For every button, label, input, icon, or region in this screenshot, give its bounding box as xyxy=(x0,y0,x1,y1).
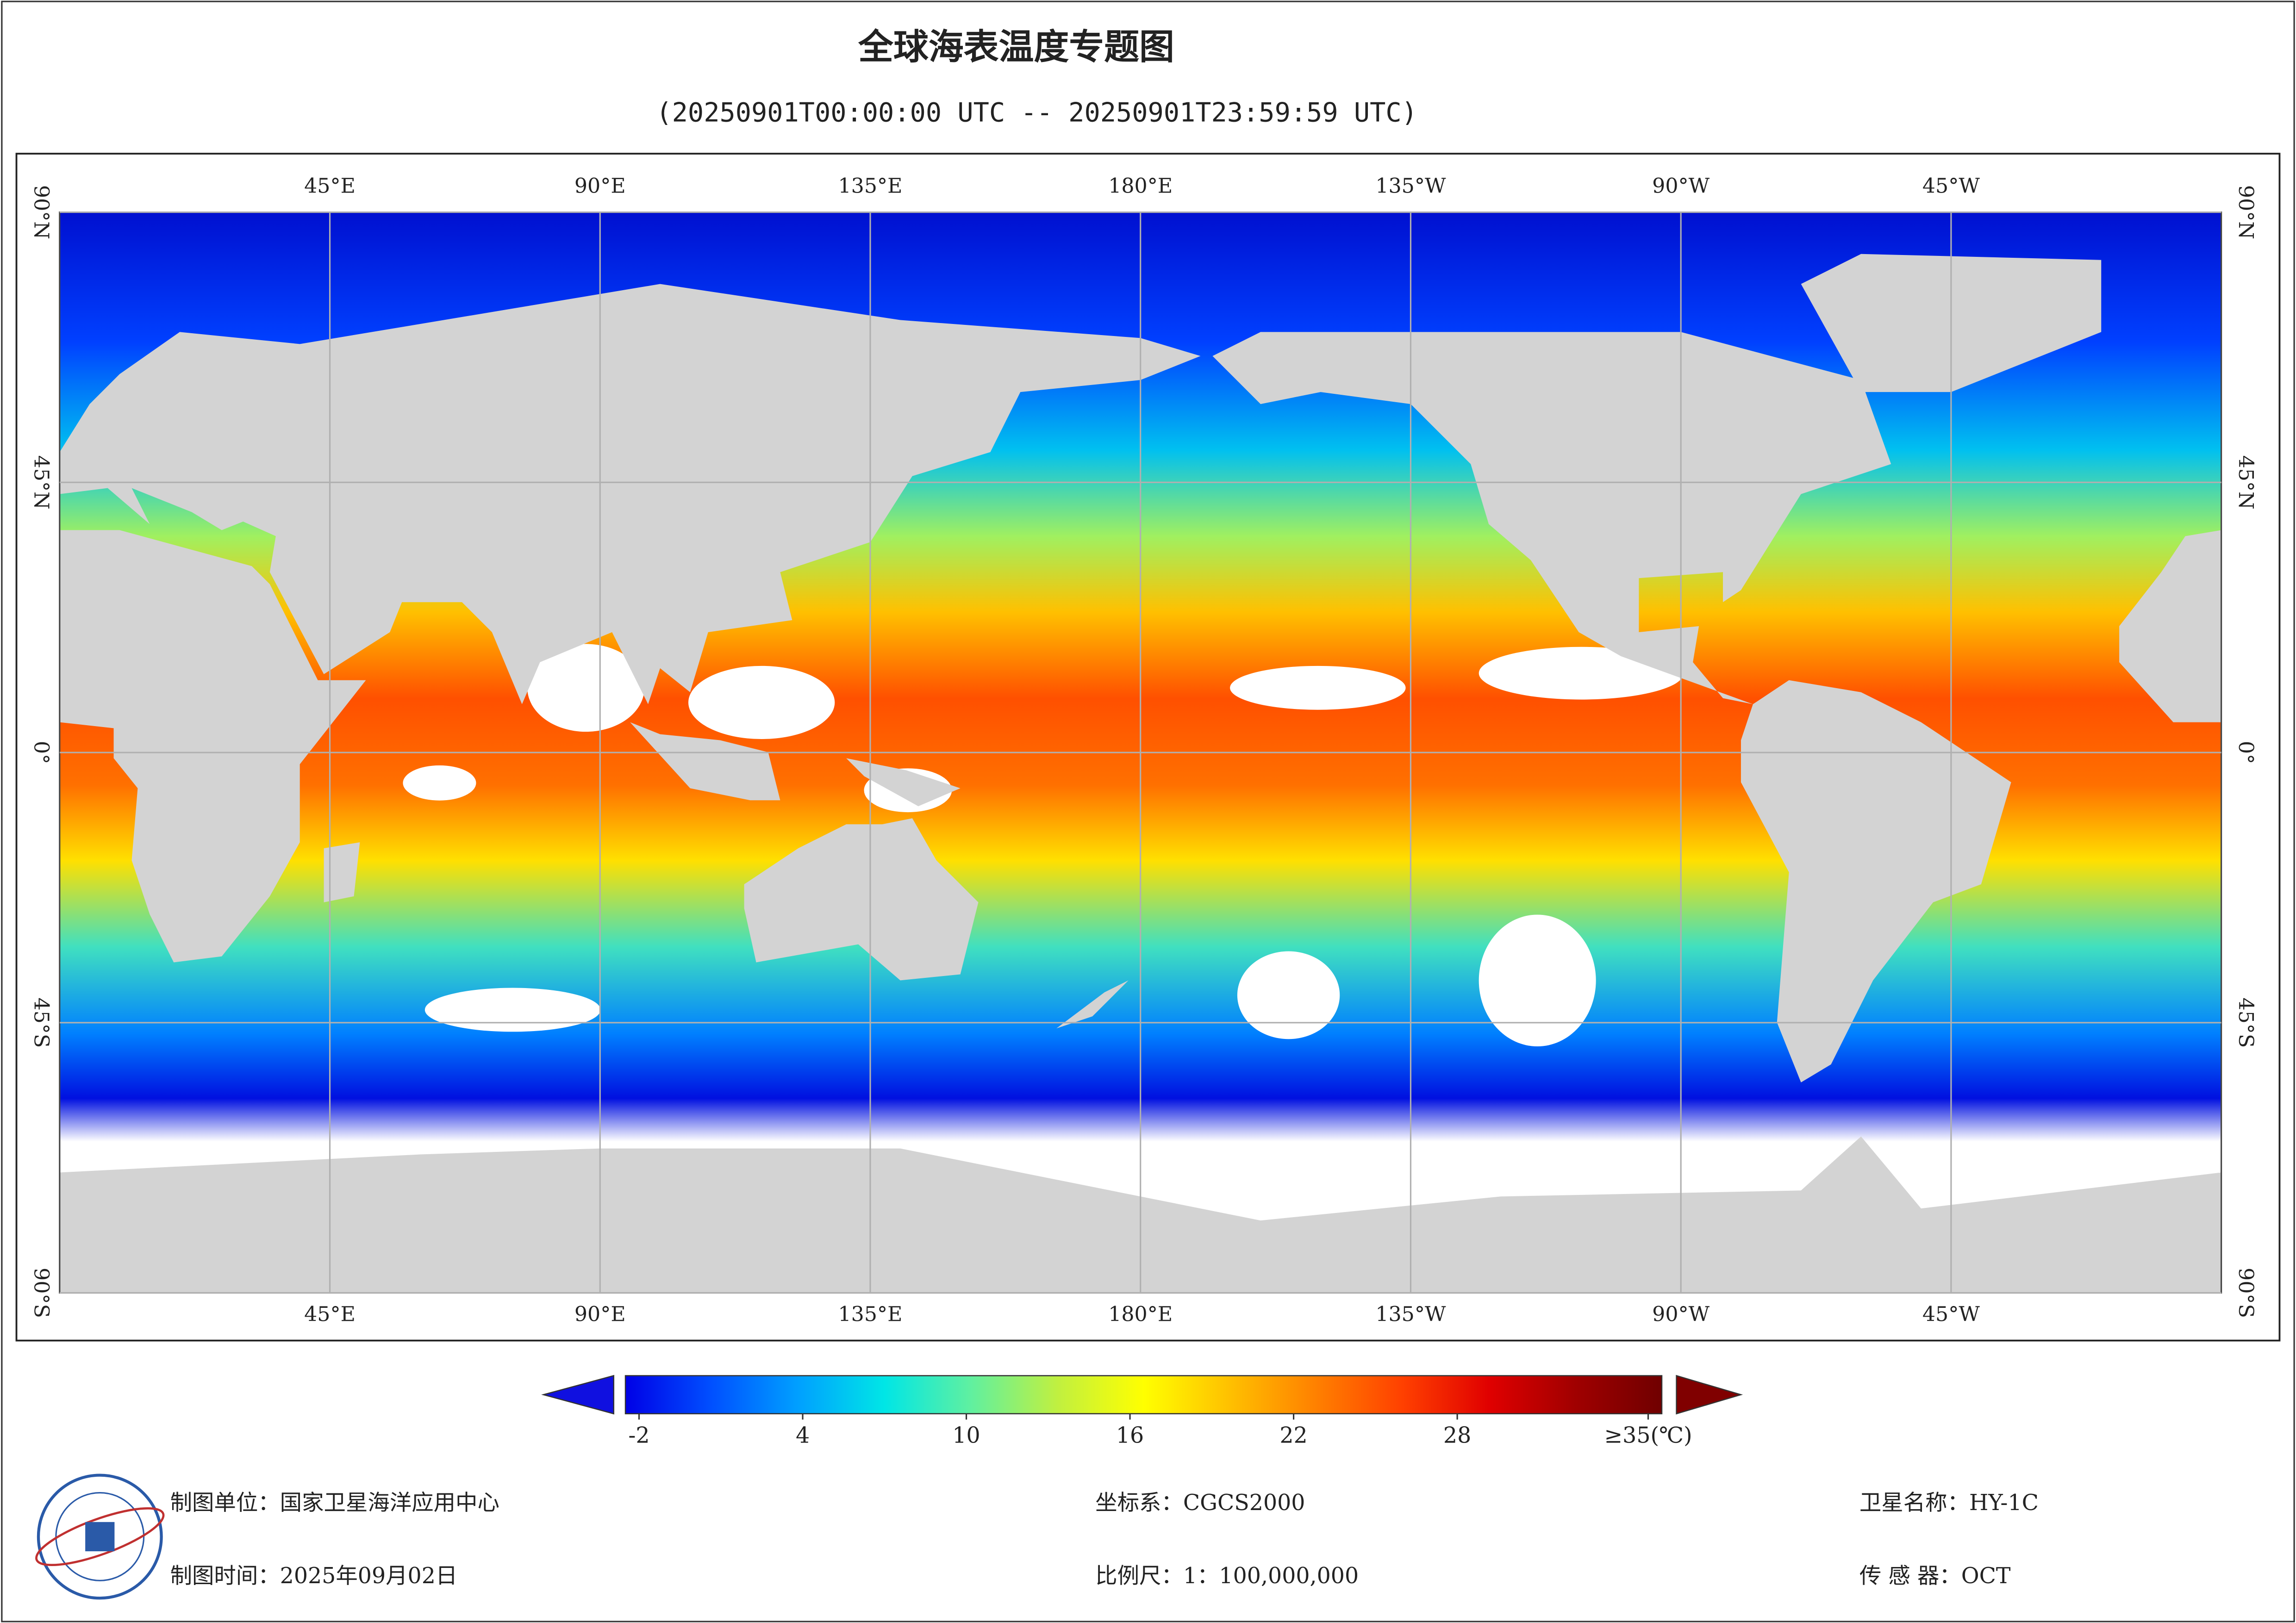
footer-scale: 比例尺：1：100,000,000 xyxy=(1095,1563,1359,1589)
lat-label-left: 45°S xyxy=(30,997,53,1048)
title: 全球海表温度专题图 xyxy=(858,26,1174,68)
lon-label-top: 135°E xyxy=(838,174,903,198)
footer-sensor: 传 感 器：OCT xyxy=(1859,1563,2011,1589)
map-frame xyxy=(15,153,2281,1342)
colorbar-under xyxy=(541,1374,615,1415)
lat-label-left: 45°N xyxy=(30,455,53,510)
lon-label-bottom: 135°E xyxy=(838,1302,903,1326)
subtitle: (20250901T00:00:00 UTC -- 20250901T23:59… xyxy=(656,97,1417,128)
lon-label-top: 45°W xyxy=(1922,174,1980,198)
colorbar-label: 4 xyxy=(796,1423,810,1448)
colorbar-over xyxy=(1676,1374,1743,1415)
colorbar-label: -2 xyxy=(628,1423,649,1448)
colorbar xyxy=(624,1375,1663,1415)
footer-unit: 制图单位：国家卫星海洋应用中心 xyxy=(170,1490,499,1516)
land xyxy=(59,254,2221,1293)
lat-label-left: 90°N xyxy=(30,185,53,239)
lon-label-top: 90°W xyxy=(1652,174,1710,198)
colorbar-label: ≥35(℃) xyxy=(1604,1423,1692,1448)
lon-label-top: 180°E xyxy=(1108,174,1173,198)
lat-label-right: 45°N xyxy=(2234,455,2258,510)
colorbar-label: 16 xyxy=(1116,1423,1144,1448)
lat-label-left: 0° xyxy=(30,741,53,764)
lon-label-bottom: 180°E xyxy=(1108,1302,1173,1326)
lat-label-left: 90°S xyxy=(30,1268,53,1318)
footer-date: 制图时间：2025年09月02日 xyxy=(170,1563,458,1589)
lon-label-top: 135°W xyxy=(1375,174,1446,198)
lon-label-top: 90°E xyxy=(574,174,626,198)
colorbar-label: 10 xyxy=(952,1423,980,1448)
lat-label-right: 90°N xyxy=(2234,185,2258,239)
footer-satellite: 卫星名称：HY-1C xyxy=(1859,1490,2039,1516)
lon-label-top: 45°E xyxy=(304,174,356,198)
logo xyxy=(35,1474,165,1600)
lat-label-right: 45°S xyxy=(2234,997,2258,1048)
lon-label-bottom: 90°W xyxy=(1652,1302,1710,1326)
footer-crs: 坐标系：CGCS2000 xyxy=(1095,1490,1305,1516)
lon-label-bottom: 45°W xyxy=(1922,1302,1980,1326)
lat-label-right: 90°S xyxy=(2234,1268,2258,1318)
lon-label-bottom: 45°E xyxy=(304,1302,356,1326)
lon-label-bottom: 135°W xyxy=(1375,1302,1446,1326)
lon-label-bottom: 90°E xyxy=(574,1302,626,1326)
lat-label-right: 0° xyxy=(2234,741,2258,764)
colorbar-label: 28 xyxy=(1443,1423,1471,1448)
colorbar-label: 22 xyxy=(1279,1423,1307,1448)
